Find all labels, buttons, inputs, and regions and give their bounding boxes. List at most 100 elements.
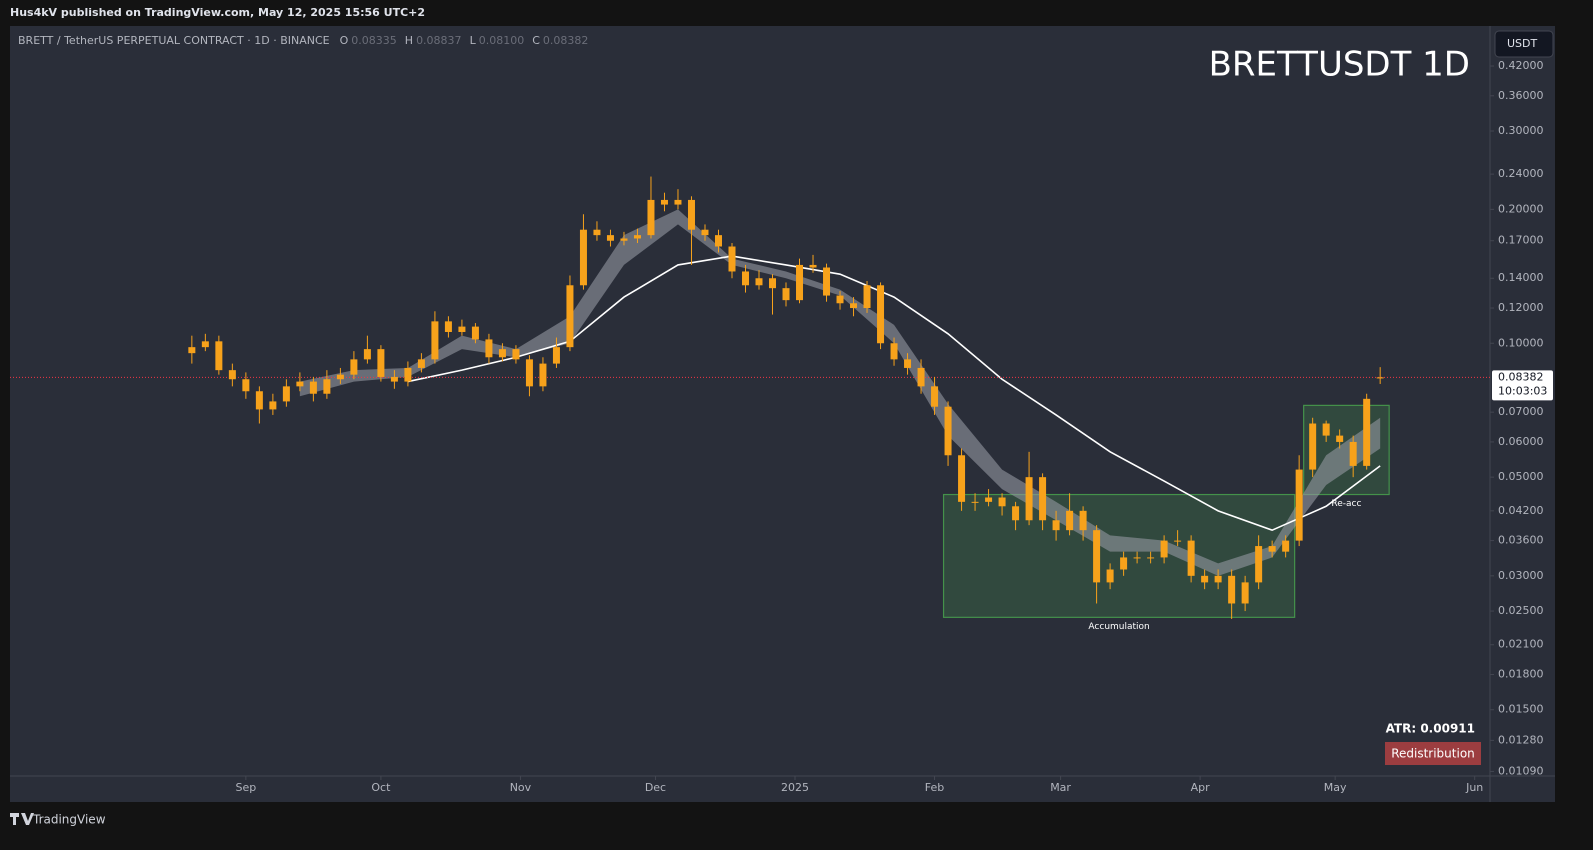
y-tick-label: 0.24000 bbox=[1498, 167, 1544, 180]
candle-body bbox=[242, 379, 250, 392]
y-tick-label: 0.04200 bbox=[1498, 504, 1544, 517]
candle-body bbox=[1120, 557, 1128, 570]
y-tick-label: 0.12000 bbox=[1498, 301, 1544, 314]
candle-body bbox=[958, 455, 966, 502]
candle-body bbox=[1295, 469, 1303, 541]
candle-body bbox=[593, 229, 601, 236]
x-tick-label: Jun bbox=[1465, 781, 1483, 794]
x-tick-label: Oct bbox=[371, 781, 391, 794]
candle-body bbox=[485, 339, 493, 358]
candle-body bbox=[823, 267, 831, 296]
tag-box bbox=[1385, 742, 1481, 765]
candle-body bbox=[269, 401, 277, 410]
candle-body bbox=[336, 374, 344, 380]
candle-body bbox=[741, 271, 749, 286]
candle-body bbox=[1133, 557, 1141, 559]
ohlc-value: 0.08382 bbox=[543, 34, 589, 47]
candle-body bbox=[1160, 540, 1168, 558]
y-tick-label: 0.30000 bbox=[1498, 124, 1544, 137]
ohlc-name: H bbox=[405, 34, 413, 47]
candle-body bbox=[1106, 569, 1114, 583]
candle-body bbox=[701, 229, 709, 236]
x-tick-label: Apr bbox=[1191, 781, 1211, 794]
ohlc-value: 0.08100 bbox=[479, 34, 525, 47]
candle-body bbox=[769, 278, 777, 289]
candle-body bbox=[1322, 423, 1330, 436]
publisher: Hus4kV published on TradingView.com, May… bbox=[10, 6, 425, 19]
candle-body bbox=[444, 321, 452, 332]
candle-body bbox=[1052, 520, 1060, 531]
candle-body bbox=[944, 406, 952, 456]
ohlc-value: 0.08335 bbox=[351, 34, 397, 47]
y-tick-label: 0.42000 bbox=[1498, 59, 1544, 72]
x-tick-label: Sep bbox=[235, 781, 256, 794]
candle-body bbox=[1187, 540, 1195, 576]
y-tick-label: 0.03000 bbox=[1498, 569, 1544, 582]
y-tick-label: 0.10000 bbox=[1498, 336, 1544, 349]
x-tick-label: Mar bbox=[1050, 781, 1071, 794]
candle-body bbox=[998, 497, 1006, 507]
candle-body bbox=[1309, 423, 1317, 470]
candle-body bbox=[350, 359, 358, 375]
candle-body bbox=[215, 341, 223, 371]
candle-body bbox=[1282, 540, 1290, 552]
candle-body bbox=[255, 391, 263, 410]
candle-body bbox=[1214, 575, 1222, 583]
candle-body bbox=[566, 285, 574, 348]
ohlc-name: L bbox=[470, 34, 477, 47]
candle-body bbox=[390, 376, 398, 382]
candle-body bbox=[404, 367, 412, 382]
candle-body bbox=[1147, 557, 1155, 559]
candle-body bbox=[1012, 506, 1020, 521]
candle-body bbox=[282, 386, 290, 402]
y-tick-label: 0.01800 bbox=[1498, 668, 1544, 681]
candle-body bbox=[836, 295, 844, 304]
candle-body bbox=[309, 381, 317, 394]
candle-body bbox=[660, 199, 668, 205]
countdown-label: 10:03:03 bbox=[1498, 384, 1547, 397]
y-tick-label: 0.02500 bbox=[1498, 604, 1544, 617]
currency-button[interactable] bbox=[1494, 30, 1554, 58]
candle-body bbox=[323, 379, 331, 394]
candle-body bbox=[296, 381, 304, 387]
y-tick-label: 0.14000 bbox=[1498, 271, 1544, 284]
candle-body bbox=[431, 321, 439, 360]
y-tick-label: 0.05000 bbox=[1498, 470, 1544, 483]
last-price-label: 0.08382 bbox=[1498, 370, 1544, 383]
y-tick-label: 0.17000 bbox=[1498, 234, 1544, 247]
candle-body bbox=[904, 359, 912, 368]
x-tick-label: Feb bbox=[925, 781, 944, 794]
y-tick-label: 0.06000 bbox=[1498, 435, 1544, 448]
candle-body bbox=[985, 497, 993, 502]
chart-pane bbox=[10, 26, 1555, 802]
candle-body bbox=[377, 349, 385, 377]
candle-body bbox=[1363, 398, 1371, 466]
candle-body bbox=[1349, 441, 1357, 466]
candle-body bbox=[471, 326, 479, 340]
candle-body bbox=[782, 288, 790, 301]
x-tick-label: Dec bbox=[645, 781, 666, 794]
candle-body bbox=[863, 285, 871, 309]
atr-label: ATR: 0.00911 bbox=[1386, 722, 1475, 736]
candle-body bbox=[877, 285, 885, 344]
candle-body bbox=[458, 326, 466, 332]
candle-body bbox=[539, 363, 547, 387]
candle-body bbox=[674, 199, 682, 205]
symbol: BRETT / TetherUS PERPETUAL CONTRACT · 1D… bbox=[18, 34, 330, 47]
candle-body bbox=[579, 229, 587, 286]
y-tick-label: 0.20000 bbox=[1498, 202, 1544, 215]
ohlc-value: 0.08837 bbox=[416, 34, 462, 47]
candle-body bbox=[647, 199, 655, 236]
y-tick-label: 0.01500 bbox=[1498, 703, 1544, 716]
y-tick-label: 0.01280 bbox=[1498, 733, 1544, 746]
currency[interactable]: USDT bbox=[1507, 37, 1538, 50]
x-tick-label: Nov bbox=[510, 781, 532, 794]
candle-body bbox=[1268, 546, 1276, 552]
ohlc-name: C bbox=[532, 34, 540, 47]
candle-body bbox=[1255, 546, 1263, 583]
candle-body bbox=[620, 238, 628, 241]
candle-body bbox=[971, 501, 979, 503]
candle-body bbox=[552, 347, 560, 364]
